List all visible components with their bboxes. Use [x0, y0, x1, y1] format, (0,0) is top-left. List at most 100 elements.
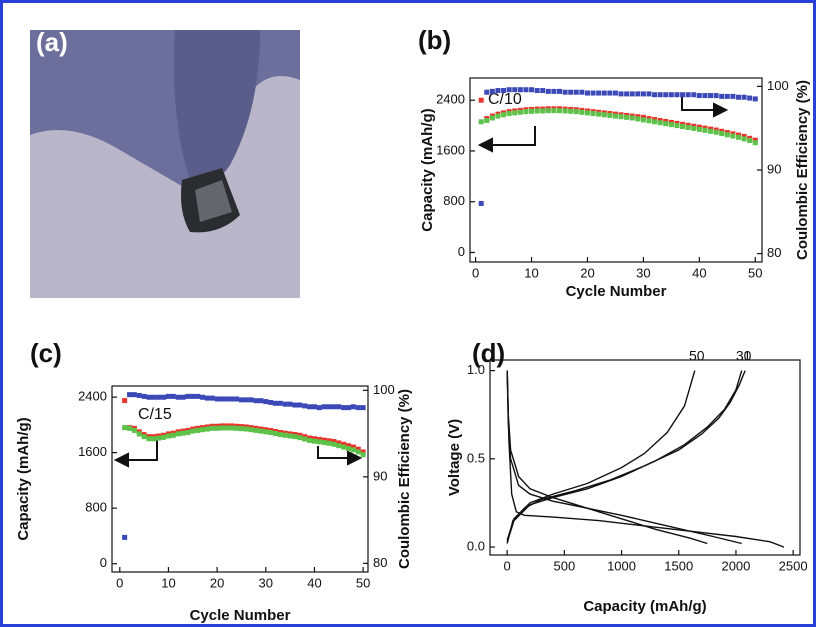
- point: [165, 433, 171, 439]
- arrows: [113, 95, 729, 468]
- point: [624, 114, 630, 120]
- x-tick-label: 50: [356, 575, 370, 590]
- point: [702, 127, 708, 133]
- point: [747, 95, 753, 101]
- point: [219, 425, 225, 431]
- point: [579, 109, 585, 115]
- point: [685, 92, 691, 98]
- x-axis-label: Cycle Number: [190, 607, 291, 624]
- point: [141, 393, 147, 399]
- point: [127, 425, 133, 431]
- x-axis-label: Cycle Number: [566, 283, 667, 300]
- arrowhead: [477, 137, 493, 153]
- point: [640, 114, 646, 120]
- point: [321, 440, 327, 446]
- y-tick-label: 0.0: [467, 538, 485, 553]
- point: [489, 88, 495, 94]
- point: [346, 445, 352, 451]
- point: [234, 425, 240, 431]
- point: [355, 405, 361, 411]
- point: [336, 404, 342, 410]
- panel-label: (d): [472, 338, 505, 368]
- y-tick-label: 1600: [436, 142, 465, 157]
- point: [360, 452, 366, 458]
- point: [573, 109, 579, 115]
- point: [224, 425, 230, 431]
- y-axis-label: Voltage (V): [446, 419, 463, 496]
- point: [741, 133, 747, 139]
- point: [200, 394, 206, 400]
- point: [640, 91, 646, 97]
- point: [730, 93, 736, 99]
- point: [551, 88, 557, 94]
- point: [646, 118, 652, 124]
- point: [674, 123, 680, 129]
- point: [489, 115, 495, 121]
- point: [331, 404, 337, 410]
- point: [523, 109, 529, 115]
- point: [311, 438, 317, 444]
- point: [557, 108, 563, 114]
- point: [568, 108, 574, 114]
- y-tick-label: 0: [100, 555, 107, 570]
- point: [629, 91, 635, 97]
- point: [331, 439, 337, 445]
- x-tick-label: 500: [554, 558, 576, 573]
- point: [268, 430, 274, 435]
- point: [590, 90, 596, 96]
- point: [495, 113, 501, 119]
- point: [579, 89, 585, 95]
- point: [724, 93, 730, 99]
- point: [229, 425, 235, 431]
- point: [336, 443, 342, 449]
- annotation: C/15: [138, 406, 172, 423]
- x-tick-label: 1500: [664, 558, 693, 573]
- y2-tick-label: 80: [767, 245, 781, 260]
- point: [696, 126, 702, 132]
- point: [517, 87, 523, 93]
- point: [170, 432, 176, 438]
- point: [517, 109, 523, 115]
- point: [708, 93, 714, 99]
- point: [185, 430, 191, 435]
- point: [691, 125, 697, 131]
- point: [258, 398, 264, 404]
- point: [326, 440, 332, 446]
- point: [248, 427, 254, 433]
- x-tick-label: 0: [116, 575, 123, 590]
- x-tick-label: 10: [161, 575, 175, 590]
- point: [562, 108, 568, 114]
- y-axis-label: Capacity (mAh/g): [15, 417, 32, 540]
- annotation: C/10: [488, 91, 522, 108]
- panel-label: (c): [30, 338, 62, 368]
- point: [708, 128, 714, 134]
- point: [736, 94, 742, 100]
- point: [161, 434, 167, 440]
- point: [596, 111, 602, 117]
- point: [175, 431, 181, 437]
- point: [122, 534, 128, 540]
- point: [752, 96, 758, 102]
- point: [350, 444, 356, 450]
- point: [523, 87, 529, 93]
- point: [204, 395, 210, 401]
- y2-tick-label: 90: [767, 161, 781, 176]
- plot-frame: [489, 359, 801, 556]
- point: [674, 92, 680, 98]
- point: [146, 436, 152, 442]
- point: [624, 91, 630, 97]
- point: [243, 426, 249, 432]
- arrowhead: [113, 452, 129, 468]
- point: [355, 446, 361, 452]
- point: [484, 118, 490, 124]
- point: [680, 92, 686, 98]
- point: [302, 403, 308, 409]
- x-tick-label: 2500: [779, 558, 808, 573]
- point: [663, 92, 669, 98]
- point: [316, 405, 322, 411]
- point: [545, 108, 551, 114]
- point: [243, 397, 249, 403]
- point: [200, 427, 206, 433]
